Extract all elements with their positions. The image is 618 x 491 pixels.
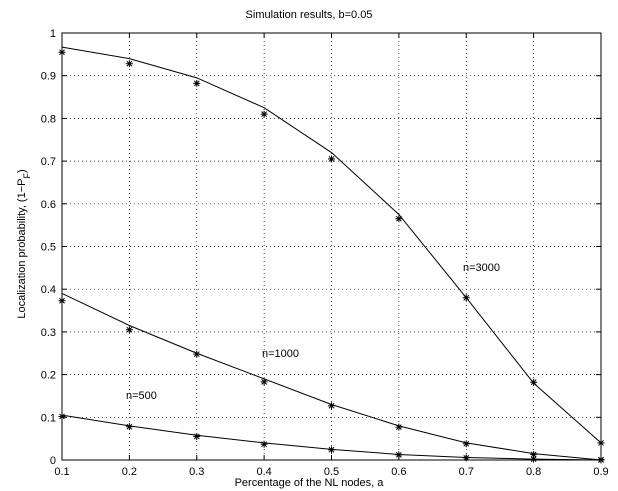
x-tick-label: 0.3	[189, 466, 204, 478]
x-tick-label: 0.7	[459, 466, 474, 478]
y-tick-label: 0.6	[41, 199, 56, 211]
y-tick-label: 0.7	[41, 156, 56, 168]
y-tick-label: 1	[50, 28, 56, 40]
series	[58, 46, 605, 464]
annotation-n500: n=500	[126, 390, 157, 402]
data-point-marker	[462, 440, 470, 448]
series-n1000	[58, 293, 605, 464]
data-point-marker	[328, 402, 335, 410]
data-point-marker	[395, 215, 403, 223]
y-tick-label: 0.8	[41, 113, 56, 125]
annotation-n1000: n=1000	[262, 348, 299, 360]
data-point-marker	[462, 294, 470, 302]
data-point-marker	[328, 155, 335, 163]
data-point-marker	[328, 446, 335, 454]
annotation-n3000: n=3000	[463, 262, 500, 274]
data-point-marker	[260, 440, 268, 448]
data-point-marker	[260, 110, 268, 118]
x-tick-label: 0.6	[391, 466, 406, 478]
data-point-marker	[58, 297, 66, 305]
x-tick-label: 0.9	[593, 466, 608, 478]
y-tick-label: 0.9	[41, 71, 56, 83]
data-point-marker	[58, 412, 66, 420]
series-line-n3000	[61, 46, 602, 444]
ticks: 0.1 0.2 0.3 0.4 0.5 0.6 0.7 0.8 0.900.10.20.30.4…	[41, 28, 609, 478]
data-point-marker	[597, 439, 605, 447]
x-tick-label: 0.2	[122, 466, 137, 478]
data-point-marker	[395, 423, 403, 431]
y-tick-label: 0.1	[41, 412, 56, 424]
series-line-n1000	[61, 293, 602, 461]
chart-title: Simulation results, b=0.05	[246, 9, 373, 21]
x-tick-label: 0.5	[324, 466, 339, 478]
y-tick-label: 0.4	[41, 284, 56, 296]
data-point-marker	[125, 60, 133, 68]
data-point-marker	[395, 451, 403, 459]
y-axis-label-subscript: F	[22, 173, 32, 179]
series-n3000	[58, 46, 605, 447]
data-point-marker	[58, 48, 66, 56]
y-tick-label: 0.2	[41, 370, 56, 382]
data-point-marker	[530, 378, 538, 386]
data-point-marker	[530, 455, 538, 463]
x-axis-label: Percentage of the NL nodes, a	[235, 477, 385, 489]
data-point-marker	[193, 79, 201, 87]
series-n500	[58, 412, 605, 464]
y-axis-label-main: Localization probability, (1−P	[16, 179, 28, 319]
y-axis-label: Localization probability, (1−PF)	[16, 169, 32, 318]
y-axis-label-close: )	[16, 169, 28, 173]
y-tick-label: 0.5	[41, 242, 56, 254]
data-point-marker	[193, 350, 201, 358]
data-point-marker	[462, 454, 470, 462]
y-tick-label: 0.3	[41, 327, 56, 339]
data-point-marker	[597, 456, 605, 464]
data-point-marker	[260, 378, 268, 386]
data-point-marker	[193, 433, 201, 441]
x-tick-label: 0.1	[54, 466, 69, 478]
data-point-marker	[125, 326, 133, 334]
x-tick-label: 0.8	[526, 466, 541, 478]
data-point-marker	[125, 423, 133, 431]
y-tick-label: 0	[50, 455, 56, 467]
x-tick-label: 0.4	[256, 466, 271, 478]
